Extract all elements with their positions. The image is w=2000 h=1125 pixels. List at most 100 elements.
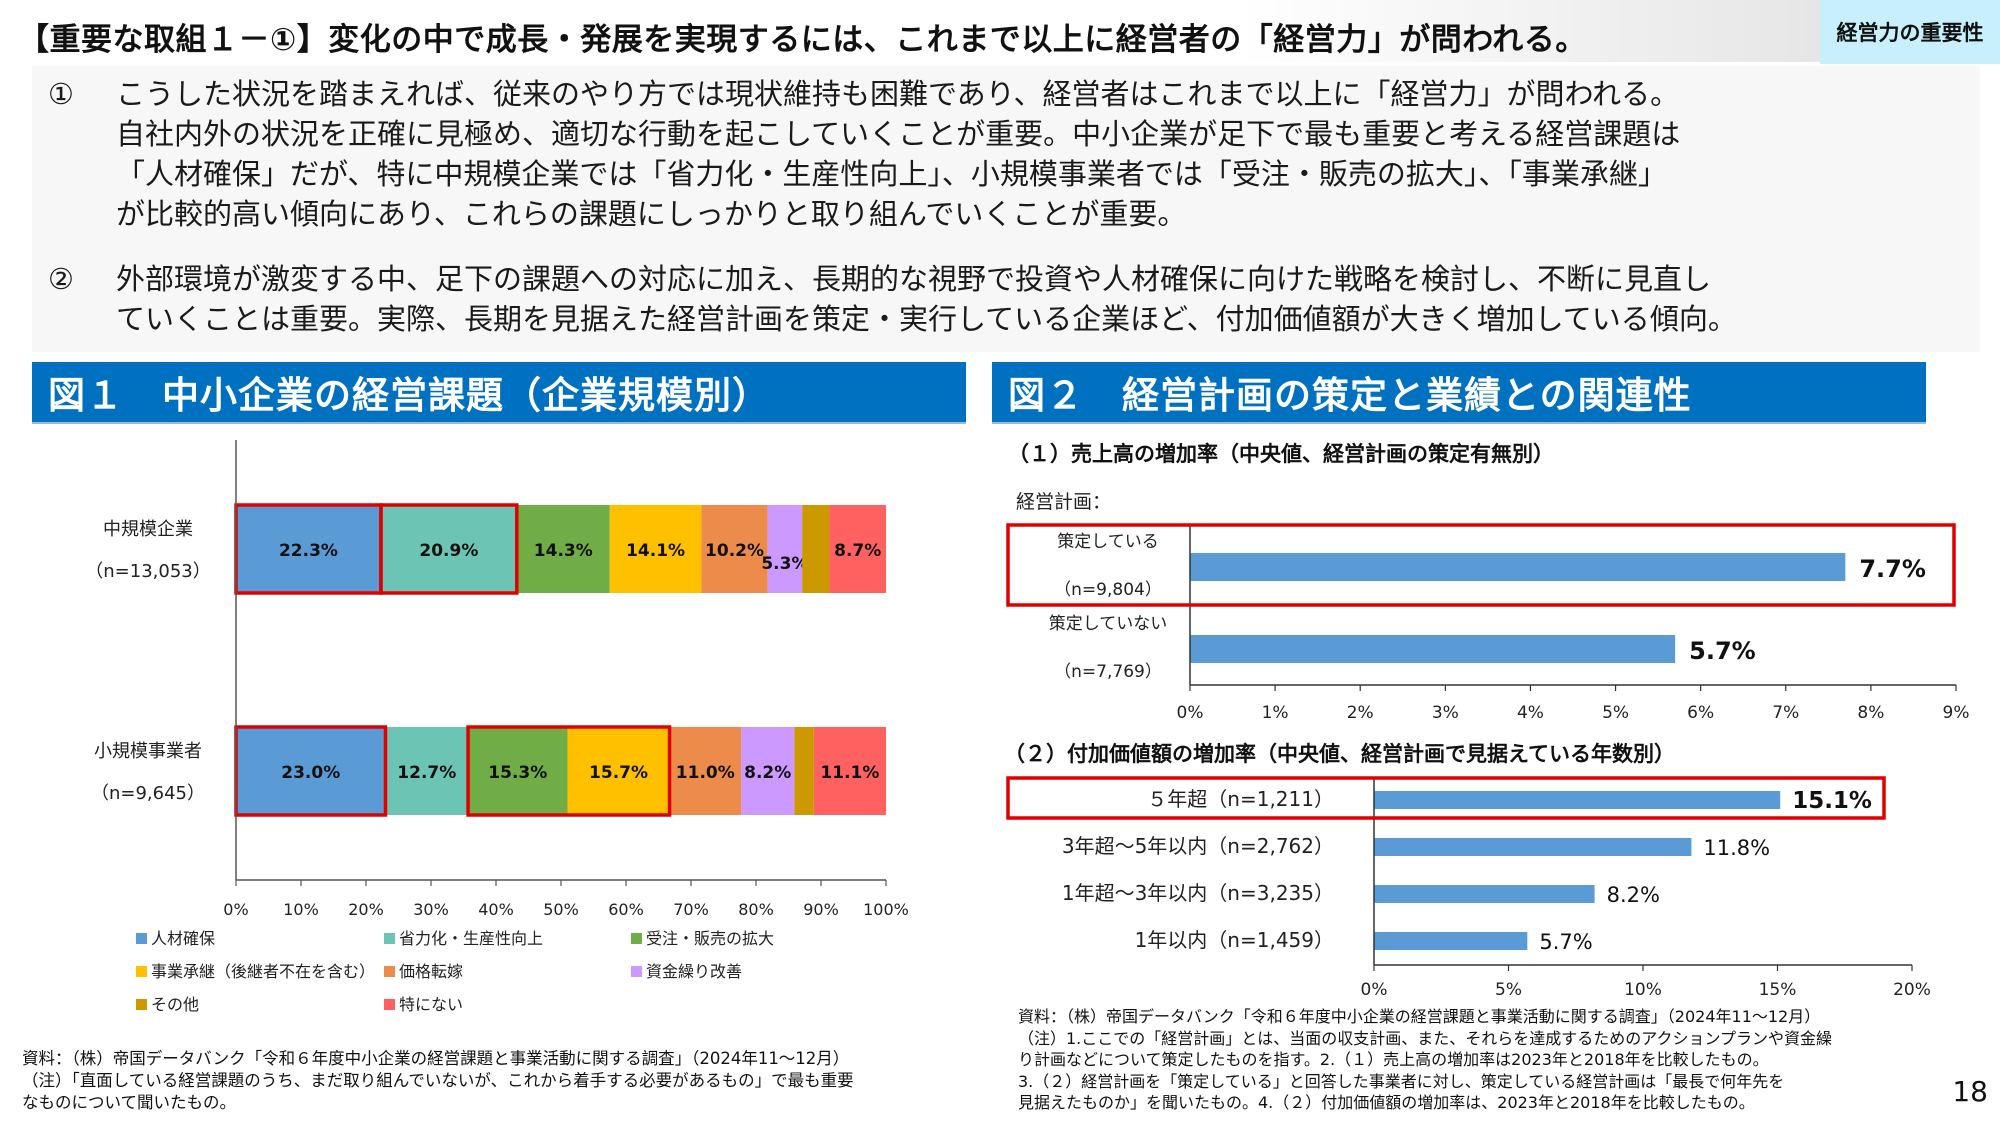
- legend-swatch: [136, 933, 147, 944]
- legend-label: 特にない: [399, 995, 463, 1014]
- x-tick-label: 6%: [1687, 703, 1714, 723]
- x-tick-label: 10%: [283, 900, 319, 919]
- source-line: 見据えたものか」を聞いたもの。4.（２）付加価値額の増加率は、2023年と201…: [1018, 1093, 1755, 1112]
- bar-data-label: 22.3%: [279, 541, 338, 561]
- bar: [1374, 838, 1692, 856]
- bar-segment: [516, 505, 610, 593]
- point-number: ②: [48, 262, 74, 296]
- bar-data-label: 5.3%: [761, 554, 808, 574]
- x-tick-label: 60%: [608, 900, 644, 919]
- x-tick-label: 10%: [1624, 980, 1662, 1000]
- legend-swatch: [136, 966, 147, 977]
- page-number: 18: [1952, 1075, 1988, 1108]
- x-tick-label: 1%: [1262, 703, 1289, 723]
- bar-data-label: 8.2%: [1607, 883, 1660, 907]
- legend-label: 価格転嫁: [399, 962, 463, 981]
- category-label: 1年超～3年以内（n=3,235）: [1062, 881, 1334, 905]
- point-line: ていくことは重要。実際、長期を見据えた経営計画を策定・実行している企業ほど、付加…: [116, 302, 1737, 336]
- bar-data-label: 8.2%: [744, 763, 791, 783]
- bar-segment: [567, 727, 670, 815]
- bar-data-label: 15.7%: [589, 763, 648, 783]
- x-tick-label: 5%: [1495, 980, 1522, 1000]
- legend-label: 人材確保: [151, 929, 215, 948]
- bar-data-label: 14.1%: [626, 541, 685, 561]
- legend-label: 資金繰り改善: [646, 962, 742, 981]
- category-label: 中規模企業: [103, 519, 193, 540]
- x-tick-label: 30%: [413, 900, 449, 919]
- x-tick-label: 8%: [1857, 703, 1884, 723]
- bar-segment: [669, 727, 742, 815]
- sub-chart-1-title: （１）売上高の増加率（中央値、経営計画の策定有無別）: [1008, 442, 1554, 466]
- bar-segment: [794, 727, 814, 815]
- bar-data-label: 8.7%: [834, 541, 881, 561]
- legend-label: 受注・販売の拡大: [646, 929, 774, 948]
- sub-chart-2-title: （２）付加価値額の増加率（中央値、経営計画で見据えている年数別）: [1004, 742, 1675, 766]
- x-tick-label: 15%: [1759, 980, 1797, 1000]
- summary-box: ① こうした状況を踏まえれば、従来のやり方では現状維持も困難であり、経営者はこれ…: [32, 66, 1980, 352]
- bar: [1190, 553, 1846, 581]
- x-tick-label: 20%: [348, 900, 384, 919]
- source-line: なものについて聞いたもの。: [22, 1093, 237, 1112]
- x-tick-label: 0%: [1361, 980, 1388, 1000]
- bar-segment: [236, 727, 386, 815]
- bar-data-label: 15.3%: [488, 763, 547, 783]
- figure2-source: 資料：（株）帝国データバンク「令和６年度中小企業の経営課題と事業活動に関する調査…: [1018, 1006, 1832, 1114]
- legend-label: 省力化・生産性向上: [399, 929, 543, 948]
- highlight-box: [379, 503, 519, 595]
- category-label: 小規模事業者: [94, 741, 202, 762]
- point-number: ①: [48, 77, 74, 111]
- bar: [1190, 635, 1676, 663]
- x-tick-label: 70%: [673, 900, 709, 919]
- x-tick-label: 5%: [1602, 703, 1629, 723]
- x-tick-label: 0%: [223, 900, 248, 919]
- source-line: （注）「直面している経営課題のうち、まだ取り組んでいないが、これから着手する必要…: [22, 1071, 854, 1090]
- title-bar: [0, 0, 1820, 62]
- x-tick-label: 40%: [478, 900, 514, 919]
- legend-swatch: [384, 999, 395, 1010]
- x-tick-label: 3%: [1432, 703, 1459, 723]
- page-title: 【重要な取組１－①】変化の中で成長・発展を実現するには、これまで以上に経営者の「…: [18, 22, 1587, 58]
- bar-segment: [802, 505, 830, 593]
- x-tick-label: 90%: [803, 900, 839, 919]
- source-line: （注）1.ここでの「経営計画」とは、当面の収支計画、また、それらを達成するための…: [1018, 1028, 1832, 1048]
- bar-data-label: 15.1%: [1792, 788, 1872, 814]
- source-line: 資料：（株）帝国データバンク「令和６年度中小企業の経営課題と事業活動に関する調査…: [1018, 1007, 1821, 1026]
- bar-segment: [468, 727, 568, 815]
- bar-segment: [813, 727, 886, 815]
- x-tick-label: 9%: [1943, 703, 1970, 723]
- bar-segment: [829, 505, 886, 593]
- bar-segment: [741, 727, 795, 815]
- bar-segment: [385, 727, 469, 815]
- sub-chart-1-ylabel: 経営計画：: [1016, 491, 1111, 513]
- bar-data-label: 11.1%: [820, 763, 879, 783]
- source-line: 資料：（株）帝国データバンク「令和６年度中小企業の経営課題と事業活動に関する調査…: [22, 1049, 850, 1068]
- category-label: 策定していない: [1049, 614, 1168, 634]
- figure1-header: 図１ 中小企業の経営課題（企業規模別）: [32, 362, 966, 424]
- highlight-box: [466, 725, 672, 817]
- figure1-source: 資料：（株）帝国データバンク「令和６年度中小企業の経営課題と事業活動に関する調査…: [22, 1048, 854, 1114]
- bar-data-label: 10.2%: [705, 541, 764, 561]
- x-tick-label: 7%: [1772, 703, 1799, 723]
- x-tick-label: 2%: [1347, 703, 1374, 723]
- legend-swatch: [136, 999, 147, 1010]
- x-tick-label: 0%: [1177, 703, 1204, 723]
- bar-segment: [701, 505, 768, 593]
- bar: [1374, 932, 1528, 950]
- bar: [1374, 791, 1781, 809]
- section-tag: 経営力の重要性: [1820, 0, 2000, 64]
- point-line: こうした状況を踏まえれば、従来のやり方では現状維持も困難であり、経営者はこれまで…: [116, 77, 1680, 111]
- legend-swatch: [631, 933, 642, 944]
- category-label: ５年超（n=1,211）: [1147, 787, 1334, 811]
- x-tick-label: 80%: [738, 900, 774, 919]
- point-line: が比較的高い傾向にあり、これらの課題にしっかりと取り組んでいくことが重要。: [116, 197, 1187, 231]
- bar-data-label: 11.0%: [676, 763, 735, 783]
- bar: [1374, 885, 1595, 903]
- bar-segment: [236, 505, 381, 593]
- bar-segment: [609, 505, 702, 593]
- bar-data-label: 23.0%: [281, 763, 340, 783]
- x-tick-label: 4%: [1517, 703, 1544, 723]
- source-line: り計画などについて策定したものを指す。2.（１）売上高の増加率は2023年と20…: [1018, 1050, 1769, 1069]
- bar-data-label: 7.7%: [1859, 555, 1926, 583]
- bar-segment: [380, 505, 517, 593]
- bar-segment: [767, 505, 803, 593]
